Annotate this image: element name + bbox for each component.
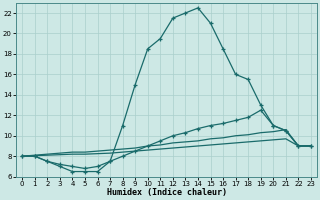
X-axis label: Humidex (Indice chaleur): Humidex (Indice chaleur) xyxy=(107,188,227,197)
